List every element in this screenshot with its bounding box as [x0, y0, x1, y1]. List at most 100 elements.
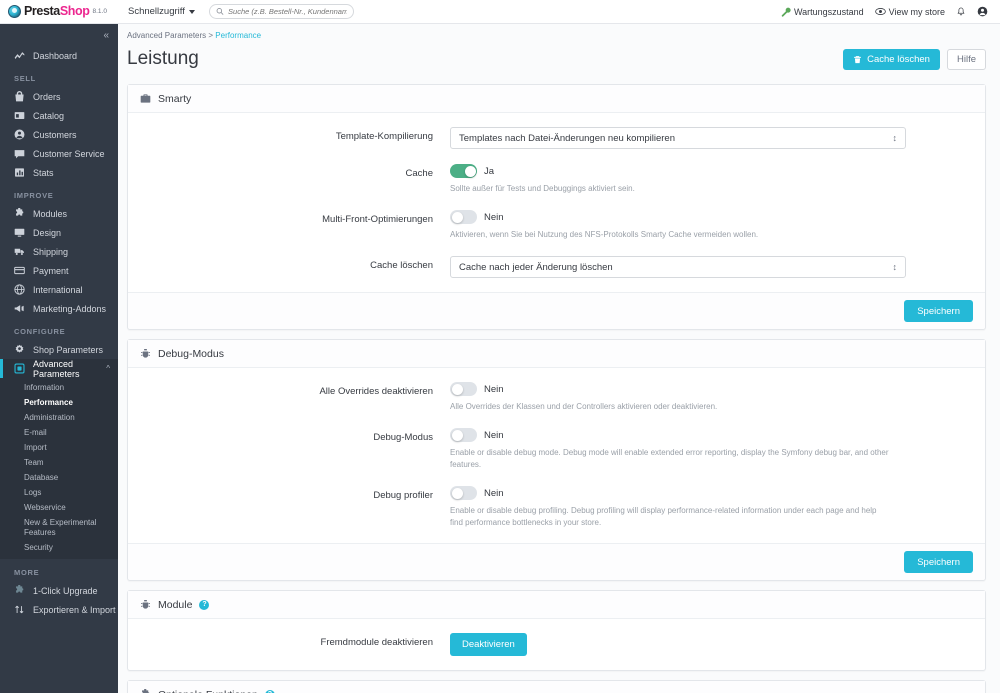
- sidebar-item-stats[interactable]: Stats: [0, 163, 118, 182]
- sidebar-item-shipping[interactable]: Shipping: [0, 242, 118, 261]
- module-panel-body: Fremdmodule deaktivieren Deaktivieren: [128, 619, 985, 670]
- template-compilation-row: Template-Kompilierung Templates nach Dat…: [140, 127, 973, 149]
- bug-icon: [141, 349, 150, 358]
- debug-profiler-toggle[interactable]: [450, 486, 477, 500]
- sidebar-item-advanced-parameters-label: Advanced Parameters: [33, 358, 80, 379]
- multifront-toggle-knob: [451, 211, 463, 223]
- overrides-toggle[interactable]: [450, 382, 477, 396]
- deactivate-button-label: Deaktivieren: [462, 639, 515, 650]
- debug-mode-toggle-knob: [451, 429, 463, 441]
- view-my-store[interactable]: View my store: [874, 6, 945, 17]
- sidebar-item-international-label: International: [33, 284, 83, 295]
- megaphone-icon: [14, 303, 25, 314]
- puzzle-icon: [14, 585, 25, 596]
- stats-icon: [14, 167, 25, 178]
- search-input[interactable]: [228, 7, 347, 16]
- sidebar-item-orders-label: Orders: [33, 91, 61, 102]
- catalog-icon: [14, 110, 25, 121]
- sidebar-item-payment[interactable]: Payment: [0, 261, 118, 280]
- template-compilation-select[interactable]: Templates nach Datei-Änderungen neu komp…: [450, 127, 906, 149]
- clear-cache-button[interactable]: Cache löschen: [843, 48, 940, 70]
- debug-panel: Debug-Modus Alle Overrides deaktivieren …: [127, 339, 986, 581]
- sidebar-item-catalog[interactable]: Catalog: [0, 106, 118, 125]
- sidebar-item-orders[interactable]: Orders: [0, 87, 118, 106]
- help-tooltip-icon[interactable]: ?: [264, 689, 275, 693]
- debug-panel-title: Debug-Modus: [158, 347, 224, 360]
- smarty-panel-footer: Speichern: [128, 292, 985, 329]
- sidebar-item-export-import-label: Exportieren & Import: [33, 604, 116, 615]
- smarty-panel-title: Smarty: [158, 92, 192, 105]
- submenu-item-information[interactable]: Information: [24, 382, 65, 392]
- smarty-save-button[interactable]: Speichern: [904, 300, 973, 322]
- cache-toggle[interactable]: [450, 164, 477, 178]
- sidebar-item-design[interactable]: Design: [0, 223, 118, 242]
- overrides-label: Alle Overrides deaktivieren: [319, 386, 433, 397]
- submenu-item-import[interactable]: Import: [24, 442, 47, 452]
- payment-icon: [14, 265, 25, 276]
- chevron-down-icon: [188, 9, 195, 14]
- sidebar-item-modules[interactable]: Modules: [0, 204, 118, 223]
- trash-icon: [854, 55, 861, 63]
- sidebar-item-advanced-parameters[interactable]: Advanced Parameters ^: [0, 358, 118, 379]
- maintenance-label: Wartungszustand: [793, 6, 864, 17]
- submenu-item-performance[interactable]: Performance: [24, 397, 73, 407]
- sidebar-item-customer-service[interactable]: Customer Service: [0, 144, 118, 163]
- module-panel-title: Module: [158, 598, 193, 611]
- sidebar-item-shop-parameters[interactable]: Shop Parameters: [0, 340, 118, 359]
- sidebar-item-1-click-upgrade[interactable]: 1-Click Upgrade: [0, 581, 118, 600]
- search-box[interactable]: [208, 4, 354, 19]
- notifications-button[interactable]: [956, 7, 966, 17]
- smarty-save-label: Speichern: [917, 305, 960, 317]
- cache-control: Ja Sollte außer für Tests und Debuggings…: [450, 164, 906, 195]
- submenu-item-database[interactable]: Database: [24, 472, 59, 482]
- multifront-label: Multi-Front-Optimierungen: [322, 214, 433, 225]
- sidebar-item-customers-label: Customers: [33, 129, 77, 140]
- debug-panel-body: Alle Overrides deaktivieren Nein Alle Ov…: [128, 368, 985, 543]
- brand-logo-area[interactable]: PrestaShop 8.1.0: [0, 5, 118, 18]
- submenu-item-administration[interactable]: Administration: [24, 412, 75, 422]
- help-tooltip-icon[interactable]: ?: [199, 599, 210, 610]
- gear-icon: [14, 344, 25, 355]
- debug-save-button[interactable]: Speichern: [904, 551, 973, 573]
- breadcrumb-parent[interactable]: Advanced Parameters: [127, 31, 207, 40]
- multifront-toggle[interactable]: [450, 210, 477, 224]
- quick-access-dropdown[interactable]: Schnellzugriff: [128, 6, 195, 17]
- optional-features-panel-title: Optionale Funktionen: [158, 689, 258, 693]
- clear-cache-select[interactable]: Cache nach jeder Änderung löschen: [450, 256, 906, 278]
- help-button[interactable]: Hilfe: [946, 48, 986, 70]
- debug-mode-toggle[interactable]: [450, 428, 477, 442]
- user-account-button[interactable]: [977, 6, 988, 17]
- view-my-store-label: View my store: [888, 6, 945, 17]
- brand-name-second: Shop: [59, 4, 90, 18]
- deactivate-button[interactable]: Deaktivieren: [450, 633, 527, 656]
- sidebar-item-customers[interactable]: Customers: [0, 125, 118, 144]
- template-compilation-label: Template-Kompilierung: [335, 131, 433, 142]
- sidebar: « Dashboard SELL Orders Catalog Customer…: [0, 24, 118, 693]
- page-header: Leistung Cache löschen Hilfe: [118, 40, 1000, 76]
- cache-toggle-knob: [464, 165, 476, 177]
- brand-name: PrestaShop: [24, 4, 90, 18]
- cache-row: Cache Ja Sollte außer für Tests und Debu…: [140, 164, 973, 195]
- maintenance-status[interactable]: Wartungszustand: [781, 7, 864, 17]
- customer-service-icon: [14, 148, 25, 159]
- sidebar-item-export-import[interactable]: Exportieren & Import: [0, 600, 118, 619]
- sidebar-item-marketing-addons[interactable]: Marketing-Addons: [0, 299, 118, 318]
- smarty-panel-body: Template-Kompilierung Templates nach Dat…: [128, 113, 985, 292]
- submenu-item-team[interactable]: Team: [24, 457, 44, 467]
- debug-panel-footer: Speichern: [128, 543, 985, 580]
- bug-icon: [141, 600, 150, 609]
- sidebar-item-dashboard[interactable]: Dashboard: [0, 46, 118, 65]
- submenu-item-webservice[interactable]: Webservice: [24, 502, 66, 512]
- wrench-icon: [781, 7, 791, 17]
- submenu-item-security[interactable]: Security: [24, 542, 53, 552]
- collapse-sidebar-button[interactable]: «: [103, 29, 108, 41]
- submenu-item-logs[interactable]: Logs: [24, 487, 42, 497]
- sidebar-item-international[interactable]: International: [0, 280, 118, 299]
- search-icon: [216, 8, 224, 15]
- sidebar-item-design-label: Design: [33, 227, 62, 238]
- disable-nonnative-modules-label: Fremdmodule deaktivieren: [320, 637, 433, 648]
- debug-save-label: Speichern: [917, 556, 960, 568]
- submenu-item-email[interactable]: E-mail: [24, 427, 47, 437]
- breadcrumb: Advanced Parameters > Performance: [118, 24, 1000, 40]
- submenu-item-new-experimental-features[interactable]: New & Experimental Features: [24, 517, 97, 537]
